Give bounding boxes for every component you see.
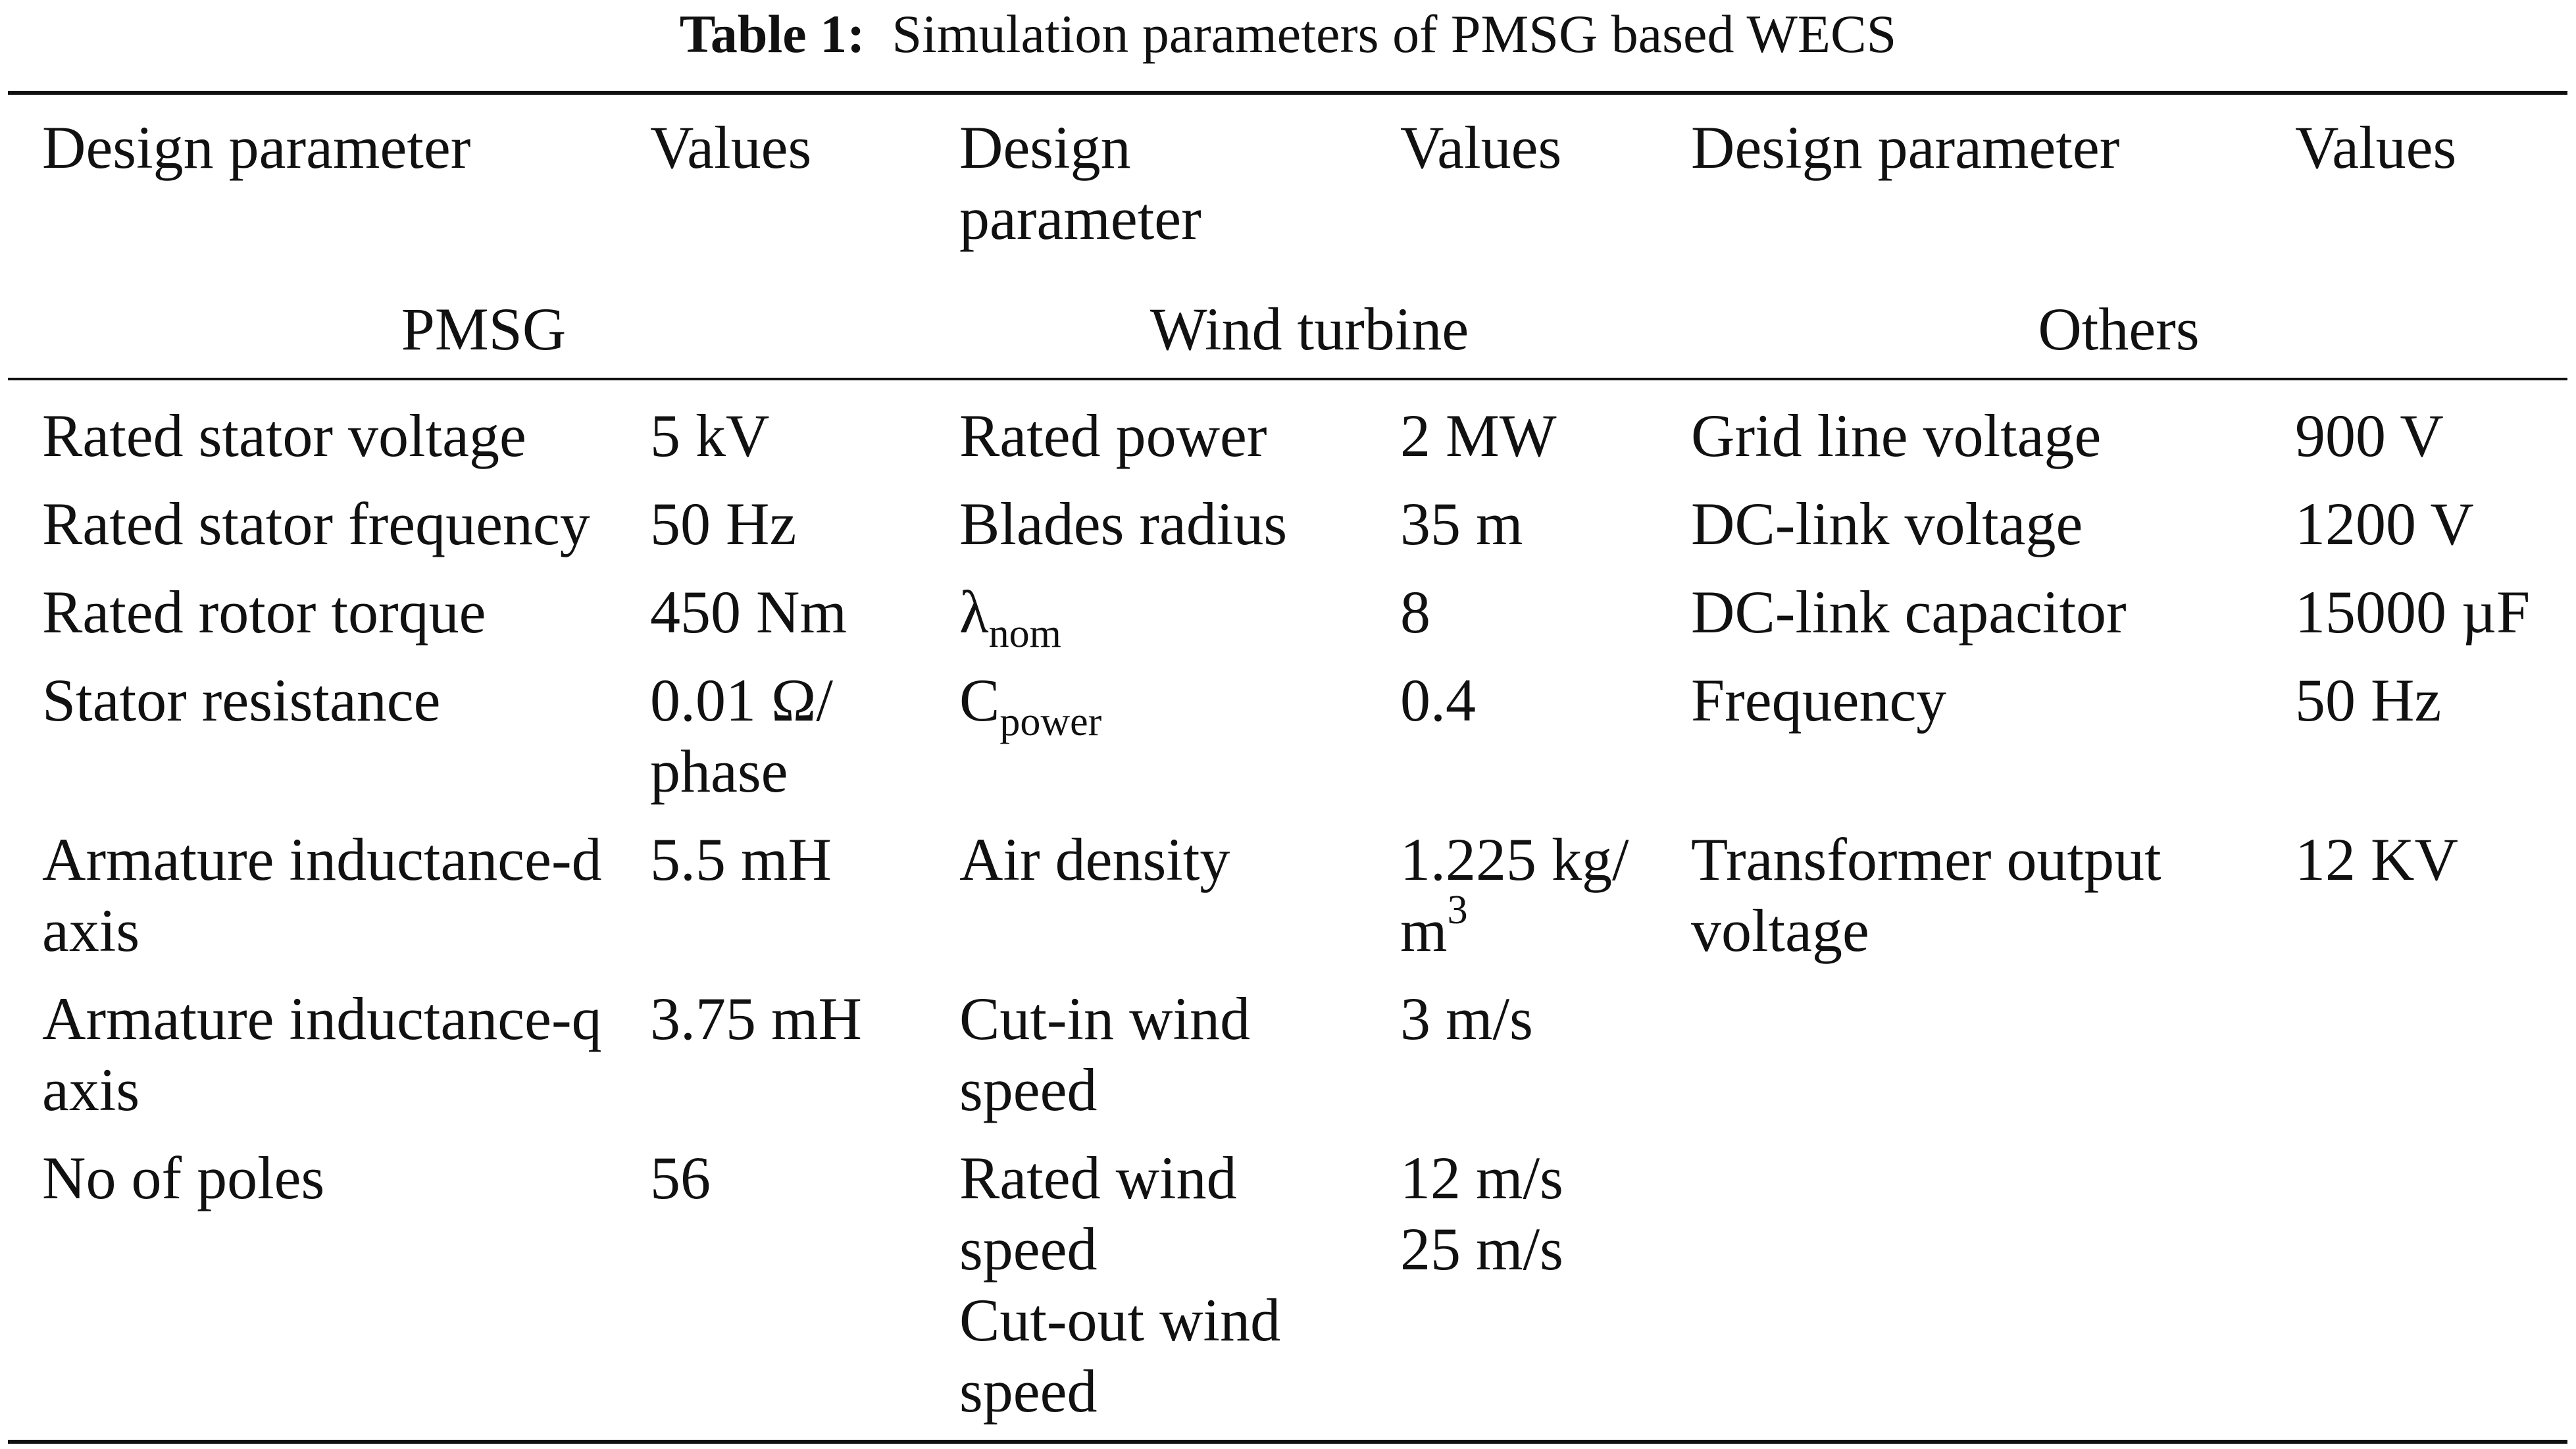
wind-turbine-value: 2 MW xyxy=(1400,402,1557,469)
pmsg-param: Rated rotor torque xyxy=(42,578,486,646)
wind-turbine-value: 25 m/s xyxy=(1400,1215,1563,1283)
pmsg-value-line2: phase xyxy=(650,738,788,805)
others-value: 12 KV xyxy=(2295,826,2458,893)
wind-turbine-param: Rated power xyxy=(959,402,1267,469)
wind-turbine-param: Air density xyxy=(959,826,1230,893)
pmsg-param: Armature inductance-q xyxy=(42,985,602,1052)
header-rule xyxy=(8,378,2567,380)
wind-turbine-param: Cut-out wind xyxy=(959,1286,1281,1354)
wind-turbine-param-c-power: Cpower xyxy=(959,665,1101,742)
pmsg-value: 450 Nm xyxy=(650,578,847,646)
wind-turbine-param: Blades radius xyxy=(959,490,1288,557)
wind-turbine-param: Cut-in wind xyxy=(959,985,1251,1052)
header-design-parameter-3: Design parameter xyxy=(1691,114,2120,181)
others-param: DC-link capacitor xyxy=(1691,578,2127,646)
wind-turbine-value: 35 m xyxy=(1400,490,1523,557)
others-param: DC-link voltage xyxy=(1691,490,2083,557)
header-design-parameter-2-line2: parameter xyxy=(959,185,1201,252)
c-subscript: power xyxy=(999,699,1102,744)
unit-superscript: 3 xyxy=(1447,888,1468,932)
wind-turbine-value: 1.225 kg/ xyxy=(1400,826,1629,893)
others-value: 15000 µF xyxy=(2295,578,2531,646)
others-value: 1200 V xyxy=(2295,490,2474,557)
pmsg-param: No of poles xyxy=(42,1144,325,1211)
unit-m: m xyxy=(1400,897,1448,964)
pmsg-value: 3.75 mH xyxy=(650,985,862,1052)
header-values-2: Values xyxy=(1400,114,1562,181)
wind-turbine-value: 12 m/s xyxy=(1400,1144,1563,1211)
lambda-subscript: nom xyxy=(988,611,1061,656)
caption-label: Table 1: xyxy=(679,4,865,64)
wind-turbine-param: Rated wind xyxy=(959,1144,1237,1211)
group-header-others: Others xyxy=(2038,295,2200,363)
header-values-1: Values xyxy=(650,114,812,181)
pmsg-param: Stator resistance xyxy=(42,667,441,734)
wind-turbine-value: 3 m/s xyxy=(1400,985,1533,1052)
bottom-rule xyxy=(8,1440,2567,1444)
others-param-line2: voltage xyxy=(1691,897,1869,964)
wind-turbine-value-line2: m3 xyxy=(1400,890,1468,966)
wind-turbine-param-line2: speed xyxy=(959,1056,1098,1123)
others-param: Grid line voltage xyxy=(1691,402,2102,469)
wind-turbine-param-line2: speed xyxy=(959,1358,1098,1425)
pmsg-param: Rated stator frequency xyxy=(42,490,590,557)
others-param: Transformer output xyxy=(1691,826,2161,893)
header-design-parameter-2-line1: Design xyxy=(959,114,1131,181)
pmsg-param-line2: axis xyxy=(42,897,140,964)
group-header-pmsg: PMSG xyxy=(401,295,567,363)
top-rule xyxy=(8,91,2567,95)
table-caption: Table 1: Simulation parameters of PMSG b… xyxy=(0,3,2576,66)
pmsg-value: 5.5 mH xyxy=(650,826,832,893)
header-values-3: Values xyxy=(2295,114,2457,181)
wind-turbine-param-line2: speed xyxy=(959,1215,1098,1283)
caption-text: Simulation parameters of PMSG based WECS xyxy=(892,4,1897,64)
group-header-wind-turbine: Wind turbine xyxy=(1149,295,1469,363)
header-design-parameter-1: Design parameter xyxy=(42,114,471,181)
pmsg-param: Rated stator voltage xyxy=(42,402,526,469)
pmsg-value: 56 xyxy=(650,1144,711,1211)
pmsg-param: Armature inductance-d xyxy=(42,826,602,893)
wind-turbine-param-lambda-nom: λnom xyxy=(959,576,1061,654)
pmsg-param-line2: axis xyxy=(42,1056,140,1123)
wind-turbine-value: 8 xyxy=(1400,578,1430,646)
others-value: 900 V xyxy=(2295,402,2444,469)
pmsg-value: 50 Hz xyxy=(650,490,797,557)
lambda-symbol: λ xyxy=(959,578,989,646)
others-param: Frequency xyxy=(1691,667,1947,734)
c-symbol: C xyxy=(959,667,1000,734)
wind-turbine-value: 0.4 xyxy=(1400,667,1476,734)
pmsg-value: 5 kV xyxy=(650,402,770,469)
pmsg-value: 0.01 Ω/ xyxy=(650,667,833,734)
others-value: 50 Hz xyxy=(2295,667,2442,734)
